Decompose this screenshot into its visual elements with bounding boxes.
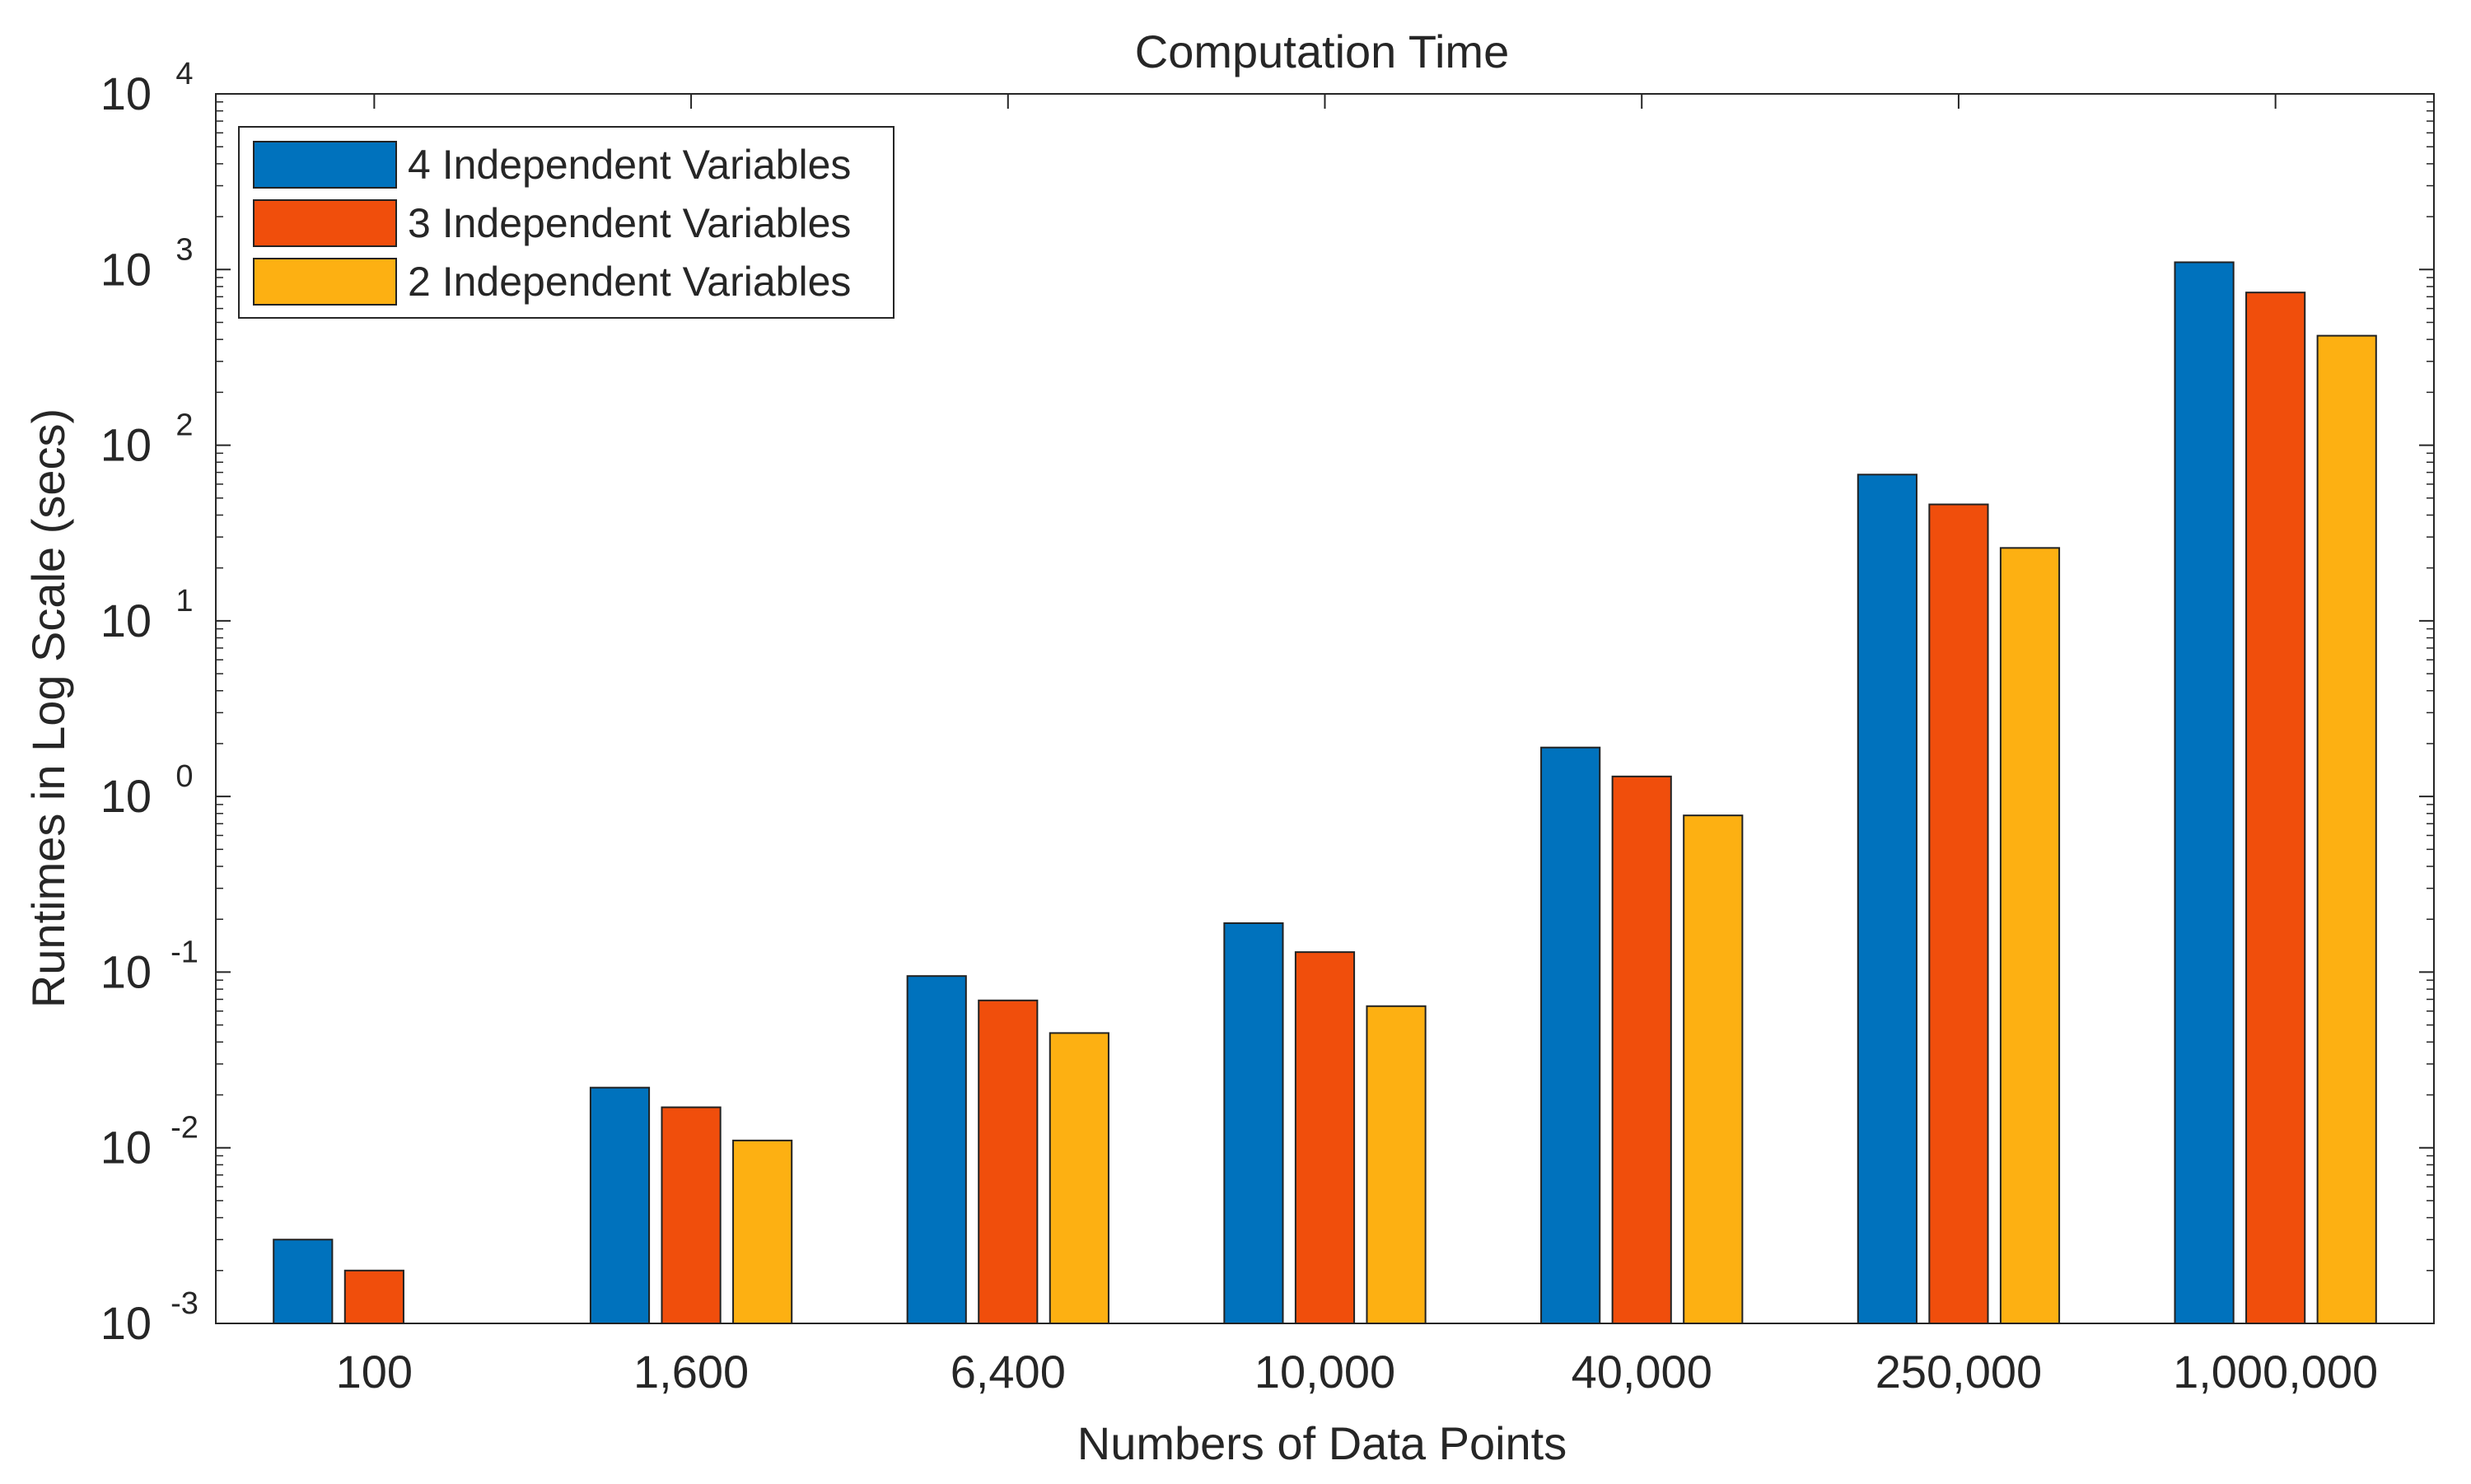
y-tick-exponent: 4 [175,57,193,91]
bar [1294,951,1356,1325]
chart-title: Computation Time [1135,26,1509,77]
bar [343,1269,404,1324]
y-tick-label: 10 [100,1297,152,1349]
y-tick-base: 10 [100,243,152,295]
y-tick-base: 10 [100,770,152,822]
bar [1049,1032,1109,1325]
x-tick-label: 6,400 [951,1346,1066,1398]
y-tick-label: 10 [100,68,152,119]
bar [273,1239,334,1324]
y-tick-label: 10 [100,945,152,997]
y-tick-base: 10 [100,595,152,646]
legend-label: 4 Independent Variables [408,142,851,188]
y-tick-label: 10 [100,243,152,295]
x-tick-label: 250,000 [1875,1346,2042,1398]
y-tick-exponent: 1 [175,584,193,618]
bar [906,975,967,1324]
x-tick-label: 1,600 [633,1346,749,1398]
legend-swatch [253,141,397,189]
bar [732,1139,793,1325]
bar [1540,746,1601,1324]
y-tick-exponent: -2 [170,1111,199,1146]
y-tick-exponent: 2 [175,408,193,443]
bar [2174,261,2235,1324]
y-tick-label: 10 [100,419,152,471]
legend-swatch [253,258,397,306]
x-tick-label: 100 [336,1346,413,1398]
y-tick-base: 10 [100,1122,152,1174]
bar [2245,292,2306,1324]
bar [589,1086,651,1324]
x-tick-label: 10,000 [1254,1346,1395,1398]
y-tick-base: 10 [100,68,152,119]
bar [1366,1005,1427,1324]
bar [2316,334,2377,1325]
y-tick-base: 10 [100,1297,152,1349]
bar [1928,503,1989,1324]
y-tick-exponent: 3 [175,232,193,267]
x-tick-label: 1,000,000 [2173,1346,2378,1398]
bar [661,1106,722,1325]
bar [1611,775,1672,1324]
x-axis-label: Numbers of Data Points [1077,1417,1567,1469]
legend-swatch [253,199,397,247]
legend-label: 2 Independent Variables [408,259,851,305]
legend-label: 3 Independent Variables [408,200,851,246]
bar [978,999,1039,1325]
y-tick-base: 10 [100,945,152,997]
y-tick-exponent: 0 [175,759,193,794]
y-tick-exponent: -1 [170,935,199,969]
y-tick-base: 10 [100,419,152,471]
bar [1683,814,1744,1324]
y-tick-exponent: -3 [170,1286,199,1321]
bar [1223,922,1284,1324]
y-tick-label: 10 [100,595,152,646]
y-tick-label: 10 [100,770,152,822]
y-tick-label: 10 [100,1122,152,1174]
bar [1999,547,2061,1324]
y-axis-label: Runtimes in Log Scale (secs) [22,408,74,1008]
x-tick-label: 40,000 [1572,1346,1712,1398]
bar [1857,474,1917,1324]
